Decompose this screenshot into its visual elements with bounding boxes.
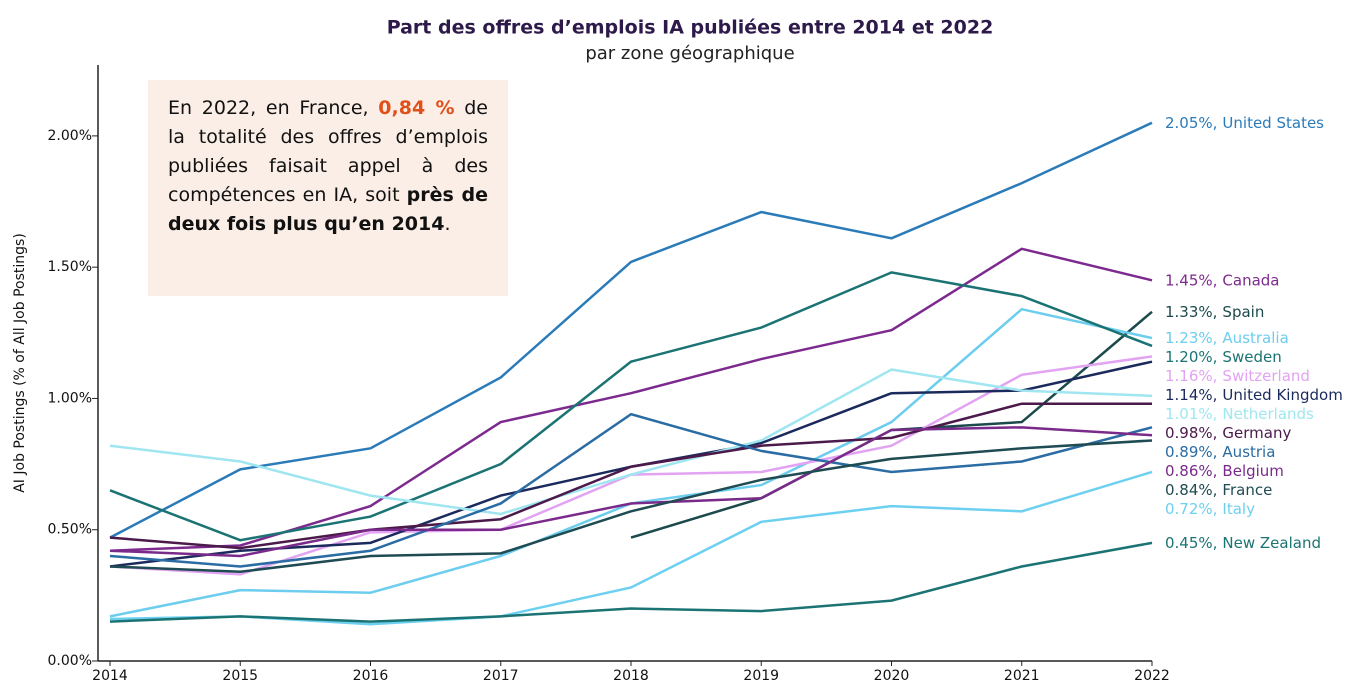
end-label: 2.05%, United States (1165, 113, 1324, 131)
legend-name: Netherlands (1222, 405, 1314, 423)
end-label-value: 0.72%, (1165, 500, 1217, 518)
end-label-value: 0.89%, (1165, 443, 1217, 461)
end-label: 1.16%, Switzerland (1165, 367, 1310, 385)
y-tick-label: 1.50% (48, 259, 92, 275)
series-line (109, 368, 1153, 516)
legend-name: Switzerland (1222, 367, 1310, 385)
x-tick-label: 2020 (874, 668, 910, 684)
end-label: 1.23%, Australia (1165, 329, 1289, 347)
legend-name: United Kingdom (1222, 386, 1342, 404)
end-label-value: 1.16%, (1165, 367, 1217, 385)
end-label: 1.33%, Spain (1165, 302, 1264, 320)
end-label: 0.89%, Austria (1165, 443, 1275, 461)
x-tick-label: 2015 (222, 668, 258, 684)
end-label-value: 1.33%, (1165, 302, 1217, 320)
legend-name: Spain (1222, 302, 1264, 320)
end-label: 1.01%, Netherlands (1165, 405, 1314, 423)
end-label: 0.86%, Belgium (1165, 462, 1284, 480)
annotation-text: En 2022, en France, (168, 97, 379, 119)
end-label-value: 1.45%, (1165, 271, 1217, 289)
legend-name: Germany (1222, 424, 1291, 442)
x-tick-label: 2019 (743, 668, 779, 684)
y-tick-label: 0.00% (48, 653, 92, 669)
x-tick-label: 2014 (92, 668, 128, 684)
end-label: 1.45%, Canada (1165, 271, 1280, 289)
annotation: En 2022, en France, 0,84 % de la totalit… (148, 80, 508, 296)
end-label-value: 1.14%, (1165, 386, 1217, 404)
annotation-text: . (444, 213, 451, 235)
legend-name: United States (1222, 113, 1324, 131)
series-line (109, 271, 1153, 542)
legend-name: Belgium (1222, 462, 1284, 480)
y-tick-label: 0.50% (48, 522, 92, 538)
end-label-value: 0.86%, (1165, 462, 1217, 480)
legend-name: Sweden (1222, 348, 1281, 366)
legend-name: Canada (1222, 271, 1279, 289)
series-line (109, 426, 1153, 558)
end-label: 0.98%, Germany (1165, 424, 1291, 442)
series-line (109, 439, 1153, 573)
end-label-value: 0.98%, (1165, 424, 1217, 442)
end-label-value: 1.01%, (1165, 405, 1217, 423)
x-tick-label: 2016 (353, 668, 389, 684)
legend-name: Australia (1222, 329, 1288, 347)
y-tick-label: 1.00% (48, 390, 92, 406)
annotation-bold: près de deux fois plus qu’en 2014 (168, 184, 488, 235)
x-tick-label: 2021 (1004, 668, 1040, 684)
chart-subtitle: par zone géographique (585, 43, 794, 64)
annotation-highlight: 0,84 % (378, 97, 455, 119)
legend-name: Italy (1222, 500, 1255, 518)
end-label-value: 2.05%, (1165, 113, 1217, 131)
chart-title: Part des offres d’emplois IA publiées en… (387, 17, 994, 39)
legend-name: Austria (1222, 443, 1275, 461)
end-label-value: 0.45%, (1165, 533, 1217, 551)
y-tick-label: 2.00% (48, 128, 92, 144)
legend-name: France (1222, 481, 1272, 499)
end-label: 1.14%, United Kingdom (1165, 386, 1343, 404)
end-label: 0.84%, France (1165, 481, 1272, 499)
legend-name: New Zealand (1222, 533, 1321, 551)
end-label-value: 1.23%, (1165, 329, 1217, 347)
end-label-value: 0.84%, (1165, 481, 1217, 499)
y-axis-label: AI Job Postings (% of All Job Postings) (12, 233, 28, 493)
series-line (109, 412, 1153, 568)
series-line (109, 121, 1153, 539)
annotation-text: de la totalité des offres d’emplois publ… (168, 97, 488, 206)
x-tick-label: 2017 (483, 668, 519, 684)
series-line (109, 541, 1153, 623)
x-tick-label: 2022 (1134, 668, 1170, 684)
end-label-value: 1.20%, (1165, 348, 1217, 366)
end-label: 0.72%, Italy (1165, 500, 1255, 518)
series-line (630, 310, 1153, 539)
series-line (109, 402, 1152, 550)
end-label: 0.45%, New Zealand (1165, 533, 1321, 551)
x-tick-label: 2018 (613, 668, 649, 684)
end-label: 1.20%, Sweden (1165, 348, 1282, 366)
